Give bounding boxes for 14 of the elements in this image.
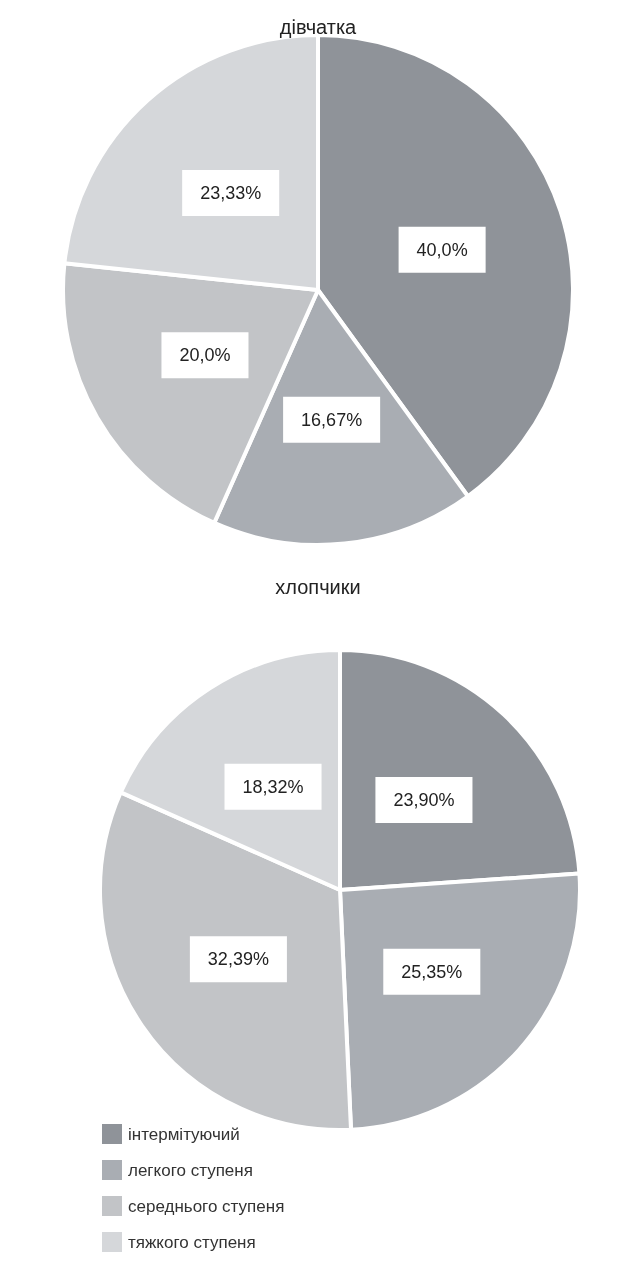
data-label: 25,35% [401, 961, 463, 982]
data-label: 23,33% [200, 183, 262, 204]
data-label: 16,67% [301, 409, 363, 430]
chart-title: дівчатка [279, 16, 358, 38]
legend-label: тяжкого ступеня [128, 1232, 256, 1252]
data-label: 20,0% [179, 345, 231, 366]
data-label: 18,32% [242, 776, 304, 797]
chart-title: хлопчики [275, 576, 361, 598]
legend-label: інтермітуючий [128, 1124, 240, 1144]
legend-label: легкого ступеня [128, 1160, 253, 1180]
data-label: 23,90% [393, 790, 455, 811]
data-label: 40,0% [416, 239, 468, 260]
legend-label: середнього ступеня [128, 1196, 285, 1216]
data-label: 32,39% [207, 949, 269, 970]
